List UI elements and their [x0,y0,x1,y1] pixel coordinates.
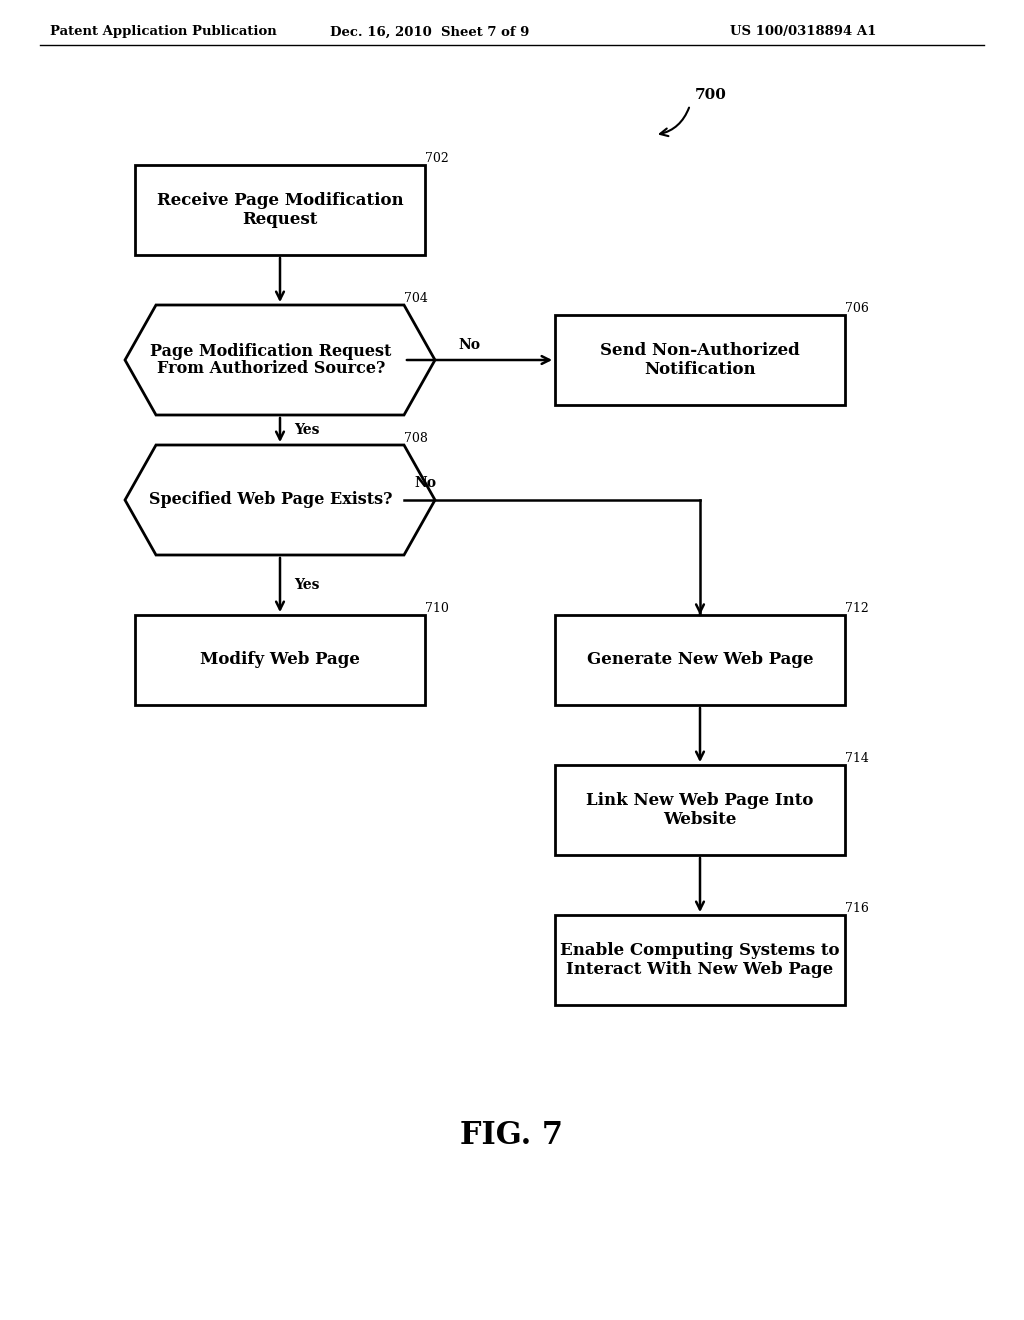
Text: 708: 708 [404,432,428,445]
Text: Interact With New Web Page: Interact With New Web Page [566,961,834,978]
Text: No: No [459,338,480,352]
Text: Yes: Yes [294,422,319,437]
Text: Enable Computing Systems to: Enable Computing Systems to [560,942,840,960]
Polygon shape [125,305,435,414]
Text: 704: 704 [404,292,428,305]
Text: 710: 710 [425,602,449,615]
Text: From Authorized Source?: From Authorized Source? [157,360,385,378]
Text: Link New Web Page Into: Link New Web Page Into [587,792,814,809]
Text: Patent Application Publication: Patent Application Publication [50,25,276,38]
Polygon shape [125,445,435,554]
Bar [555,915,845,1005]
Text: Yes: Yes [294,578,319,591]
Bar [555,315,845,405]
Text: 712: 712 [845,602,868,615]
Text: Send Non-Authorized: Send Non-Authorized [600,342,800,359]
Text: Dec. 16, 2010  Sheet 7 of 9: Dec. 16, 2010 Sheet 7 of 9 [331,25,529,38]
Text: 714: 714 [845,752,869,766]
Text: Website: Website [664,810,736,828]
Text: No: No [414,477,436,490]
Text: Generate New Web Page: Generate New Web Page [587,652,813,668]
Text: Specified Web Page Exists?: Specified Web Page Exists? [148,491,392,508]
Text: 700: 700 [695,88,727,102]
Text: 716: 716 [845,902,869,915]
Bar [135,615,425,705]
Text: FIG. 7: FIG. 7 [461,1119,563,1151]
Text: 706: 706 [845,302,869,315]
Text: Receive Page Modification: Receive Page Modification [157,193,403,209]
Text: Page Modification Request: Page Modification Request [150,343,391,359]
Text: 702: 702 [425,152,449,165]
Text: Notification: Notification [644,360,756,378]
Text: Modify Web Page: Modify Web Page [200,652,360,668]
Text: US 100/0318894 A1: US 100/0318894 A1 [730,25,877,38]
Bar [555,766,845,855]
Bar [135,165,425,255]
Text: Request: Request [243,211,317,228]
Bar [555,615,845,705]
